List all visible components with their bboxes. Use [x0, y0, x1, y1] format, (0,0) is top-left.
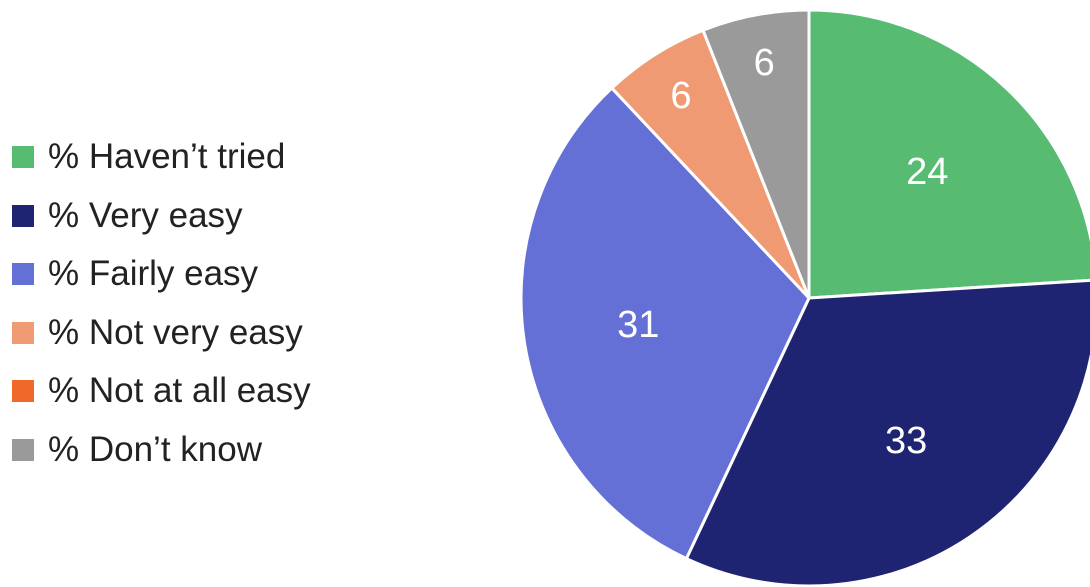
data-label-fairly-easy: 31: [617, 304, 659, 346]
pie-slice-haven-t-tried: [807, 8, 1090, 300]
legend-swatch: [12, 204, 34, 227]
chart-legend: % Haven’t tried % Very easy % Fairly easy%…: [12, 128, 311, 479]
legend-item-fairly-easy: % Fairly easy: [12, 245, 311, 304]
legend-item-very-easy: % Very easy: [12, 187, 311, 246]
data-label-haven-t-tried: 24: [906, 151, 948, 193]
legend-item-don-t-know: % Don’t know: [12, 421, 311, 480]
legend-label: % Very easy: [48, 195, 243, 235]
legend-label: % Don’t know: [48, 429, 262, 469]
legend-swatch: [12, 438, 34, 461]
legend-item-not-very-easy: % Not very easy: [12, 304, 311, 363]
legend-swatch: [12, 146, 34, 169]
data-label-very-easy: 33: [885, 420, 927, 462]
data-label-don-t-know: 6: [754, 42, 775, 84]
legend-swatch: [12, 321, 34, 344]
legend-item-not-at-all-easy: % Not at all easy: [12, 362, 311, 421]
pie-slice-don-t-know: [701, 8, 811, 300]
legend-label: % Not very easy: [48, 312, 303, 352]
pie-slice-very-easy: [684, 278, 1090, 587]
legend-swatch: [12, 263, 34, 286]
data-label-not-very-easy: 6: [670, 75, 691, 117]
legend-label: % Not at all easy: [48, 371, 311, 411]
legend-label: % Haven’t tried: [48, 137, 286, 177]
legend-swatch: [12, 380, 34, 403]
legend-label: % Fairly easy: [48, 254, 259, 294]
pie-slice-fairly-easy: [519, 86, 811, 561]
legend-item-haven-t-tried: % Haven’t tried: [12, 128, 311, 187]
